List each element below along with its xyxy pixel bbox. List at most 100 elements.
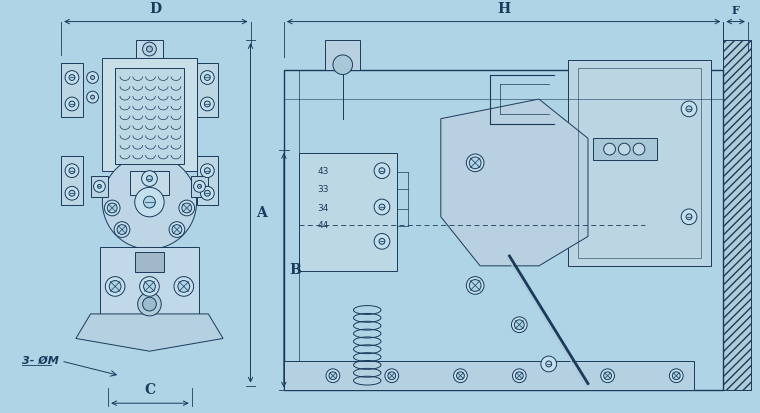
Bar — [136, 40, 163, 58]
Bar — [197, 63, 218, 117]
Circle shape — [143, 42, 157, 56]
Text: A: A — [256, 206, 268, 220]
Text: C: C — [144, 383, 156, 397]
Circle shape — [374, 199, 390, 215]
Circle shape — [114, 222, 130, 237]
Bar — [299, 153, 397, 271]
Circle shape — [201, 71, 214, 84]
Circle shape — [97, 185, 101, 188]
Bar — [103, 58, 197, 171]
Circle shape — [65, 186, 79, 200]
Polygon shape — [441, 99, 588, 266]
Circle shape — [65, 97, 79, 111]
Bar — [135, 252, 164, 272]
Text: 33: 33 — [318, 185, 329, 194]
Circle shape — [147, 176, 153, 181]
Circle shape — [467, 154, 484, 172]
Circle shape — [179, 200, 195, 216]
Circle shape — [603, 143, 616, 155]
Circle shape — [454, 369, 467, 382]
Text: H: H — [497, 2, 510, 16]
Bar — [115, 68, 184, 164]
Circle shape — [174, 277, 194, 296]
Circle shape — [388, 372, 396, 380]
Circle shape — [143, 297, 157, 311]
Circle shape — [182, 203, 192, 213]
Circle shape — [326, 369, 340, 382]
Text: 3- ØM: 3- ØM — [22, 356, 59, 366]
Circle shape — [686, 214, 692, 220]
Bar — [191, 176, 208, 197]
Circle shape — [681, 209, 697, 225]
Circle shape — [109, 280, 121, 292]
Circle shape — [603, 372, 612, 380]
Bar — [325, 40, 360, 70]
Circle shape — [512, 369, 526, 382]
Circle shape — [169, 222, 185, 237]
Circle shape — [469, 280, 481, 291]
Bar — [90, 176, 108, 197]
Bar — [61, 63, 83, 117]
Circle shape — [329, 372, 337, 380]
Circle shape — [204, 75, 211, 81]
Circle shape — [670, 369, 683, 382]
Circle shape — [511, 317, 527, 332]
Circle shape — [103, 155, 197, 249]
Circle shape — [686, 106, 692, 112]
Circle shape — [87, 91, 99, 103]
Circle shape — [201, 186, 214, 200]
Circle shape — [379, 168, 385, 173]
Circle shape — [69, 168, 75, 173]
Bar — [284, 70, 724, 390]
Text: 43: 43 — [318, 167, 329, 176]
Circle shape — [541, 356, 556, 372]
Circle shape — [204, 101, 211, 107]
Circle shape — [619, 143, 630, 155]
Circle shape — [138, 292, 161, 316]
Circle shape — [546, 361, 552, 367]
Circle shape — [172, 225, 182, 235]
Circle shape — [141, 171, 157, 186]
Circle shape — [87, 71, 99, 83]
Circle shape — [93, 180, 106, 192]
Circle shape — [204, 190, 211, 196]
Text: B: B — [290, 263, 302, 277]
Bar — [61, 156, 83, 205]
Text: 34: 34 — [318, 204, 329, 214]
Circle shape — [633, 143, 645, 155]
Circle shape — [65, 71, 79, 84]
Circle shape — [379, 204, 385, 210]
Circle shape — [515, 372, 523, 380]
Circle shape — [90, 76, 94, 79]
Circle shape — [178, 280, 190, 292]
Circle shape — [457, 372, 464, 380]
Circle shape — [144, 196, 155, 208]
Circle shape — [106, 277, 125, 296]
Bar — [284, 361, 694, 390]
Circle shape — [204, 168, 211, 173]
Circle shape — [135, 188, 164, 217]
Circle shape — [147, 46, 153, 52]
Circle shape — [467, 277, 484, 294]
Circle shape — [69, 75, 75, 81]
Circle shape — [385, 369, 399, 382]
Polygon shape — [76, 314, 223, 351]
Circle shape — [333, 55, 353, 75]
Circle shape — [600, 369, 615, 382]
Circle shape — [69, 101, 75, 107]
Bar — [578, 68, 701, 258]
Circle shape — [198, 185, 201, 188]
Bar — [593, 138, 657, 160]
Circle shape — [374, 233, 390, 249]
Text: D: D — [150, 2, 162, 16]
Bar — [197, 156, 218, 205]
Text: 44: 44 — [318, 221, 329, 230]
Text: F: F — [732, 5, 739, 16]
Circle shape — [90, 95, 94, 99]
Circle shape — [104, 200, 120, 216]
Circle shape — [107, 203, 117, 213]
Circle shape — [673, 372, 680, 380]
Circle shape — [140, 277, 160, 296]
Circle shape — [194, 180, 205, 192]
Bar — [100, 247, 198, 314]
